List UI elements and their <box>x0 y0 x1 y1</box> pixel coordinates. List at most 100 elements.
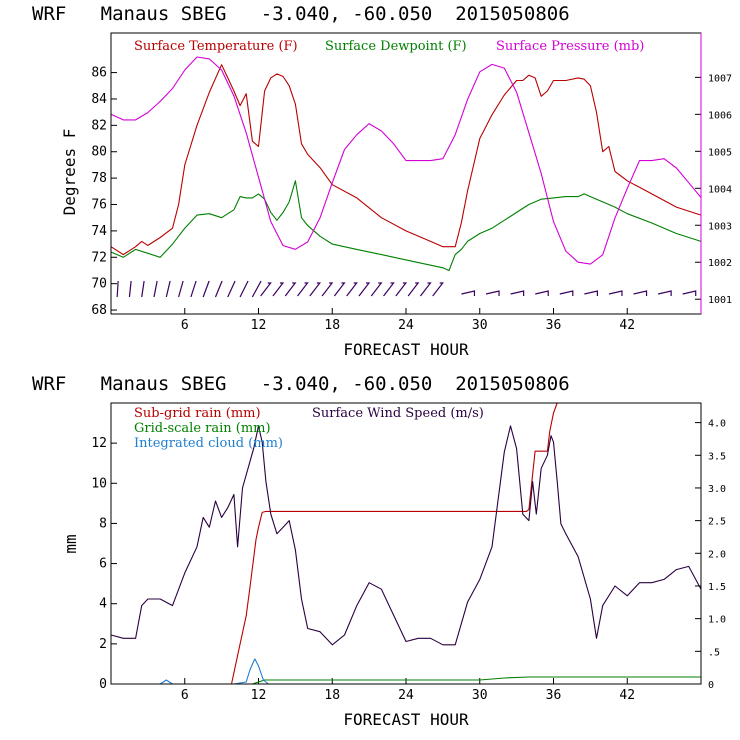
y-tick-label: 2 <box>99 637 107 652</box>
y-tick-label: 72 <box>91 250 107 265</box>
wind-barb <box>419 282 432 297</box>
y2-tick-label: 1004 <box>708 184 732 195</box>
wind-barb <box>309 282 322 297</box>
wind-barb <box>239 280 249 298</box>
top-plot-frame <box>110 32 702 315</box>
y-tick-label: 10 <box>91 476 107 491</box>
wind-barb <box>395 282 408 297</box>
y-tick-label: 6 <box>99 557 107 572</box>
bottom-plot: 6 12 18 24 30 36 420246810120.51.01.52.02.53.0… <box>91 402 726 703</box>
wind-barb <box>116 280 119 298</box>
wind-barb <box>559 290 574 296</box>
y2-tick-label: 2.0 <box>708 549 726 560</box>
x-tick-label: 36 <box>546 318 562 333</box>
top-plot: 6 12 18 24 30 36 42 68 70 72 74 76 78 80 82 84 86 1001 100… <box>91 56 732 333</box>
wind-barb <box>141 280 145 298</box>
y-tick-label: 0 <box>99 677 107 692</box>
wind-barb <box>272 282 285 297</box>
legend-surface-pressure: Surface Pressure (mb) <box>496 39 644 54</box>
series-line-sub-grid-rain-mm <box>111 402 701 685</box>
y2-tick-label: 1006 <box>708 110 732 121</box>
x-tick-label: 30 <box>472 318 488 333</box>
y2-tick-label: 4.0 <box>708 419 726 430</box>
y2-tick-label: 1003 <box>708 221 732 232</box>
wind-barb <box>178 280 184 298</box>
y2-tick-label: 1005 <box>708 147 732 158</box>
wind-barb <box>633 290 648 296</box>
bottom-x-axis-label: FORECAST HOUR <box>343 710 469 729</box>
top-x-axis-label: FORECAST HOUR <box>343 340 469 359</box>
y2-tick-label: 1.5 <box>708 582 726 593</box>
y-tick-label: 70 <box>91 277 107 292</box>
wind-barb <box>260 282 272 297</box>
x-tick-label: 12 <box>251 688 267 703</box>
wind-barb <box>461 290 476 296</box>
y-tick-label: 74 <box>91 224 107 239</box>
x-tick-label: 18 <box>324 318 340 333</box>
legend-integrated-cloud: Integrated cloud (mm) <box>134 436 283 451</box>
y2-tick-label: 3.5 <box>708 451 726 462</box>
y-tick-label: 12 <box>91 436 107 451</box>
y-tick-label: 76 <box>91 198 107 213</box>
wind-barb <box>190 280 197 298</box>
wind-barb <box>535 290 549 296</box>
series-line-surface-dewpoint-f <box>110 180 702 272</box>
x-tick-label: 18 <box>324 688 340 703</box>
wind-barb <box>485 290 500 296</box>
wind-barb <box>284 282 297 297</box>
series-line-surface-wind-speed-m-s <box>110 425 702 646</box>
y-tick-label: 4 <box>99 597 107 612</box>
legend-grid-scale-rain: Grid-scale rain (mm) <box>134 421 271 436</box>
wind-barb <box>657 290 672 296</box>
x-tick-label: 30 <box>472 688 488 703</box>
wind-barb <box>383 282 395 297</box>
legend-surface-wind-speed: Surface Wind Speed (m/s) <box>312 406 484 421</box>
x-tick-label: 6 <box>181 688 189 703</box>
y-tick-label: 78 <box>91 171 107 186</box>
wind-barb <box>333 282 346 297</box>
y2-tick-label: 2.5 <box>708 517 726 528</box>
y2-tick-label: .5 <box>708 647 720 658</box>
legend-surface-dewpoint: Surface Dewpoint (F) <box>325 39 467 54</box>
wind-barb <box>370 282 383 297</box>
y2-tick-label: 1002 <box>708 258 732 269</box>
wind-barb <box>321 282 334 297</box>
y2-tick-label: 3.0 <box>708 484 726 495</box>
legend-sub-grid-rain: Sub-grid rain (mm) <box>134 406 261 421</box>
wind-barb <box>297 282 309 297</box>
y-tick-label: 8 <box>99 516 107 531</box>
wind-barb <box>227 280 236 298</box>
wind-barb <box>608 290 623 296</box>
y2-tick-label: 1.0 <box>708 615 726 626</box>
top-y-axis-label: Degrees F <box>60 129 79 216</box>
wind-barb <box>510 290 525 296</box>
top-chart-title: WRF Manaus SBEG -3.040, -60.050 20150508… <box>32 3 570 25</box>
x-tick-label: 24 <box>398 688 414 703</box>
bottom-y-axis-label: mm <box>61 534 80 553</box>
y2-tick-label: 1007 <box>708 73 732 84</box>
series-line-surface-pressure-mb <box>110 56 702 265</box>
legend-surface-temperature: Surface Temperature (F) <box>134 39 298 54</box>
y2-tick-label: 0 <box>708 680 714 691</box>
y-tick-label: 80 <box>91 145 107 160</box>
x-tick-label: 24 <box>398 318 414 333</box>
x-tick-label: 42 <box>619 318 635 333</box>
wind-barb <box>432 282 444 297</box>
y2-tick-label: 1001 <box>708 295 732 306</box>
wind-barb <box>346 282 358 297</box>
wind-barb <box>251 280 262 298</box>
y-tick-label: 86 <box>91 66 107 81</box>
x-tick-label: 42 <box>619 688 635 703</box>
wind-barb <box>682 290 697 296</box>
y-tick-label: 84 <box>91 92 107 107</box>
wind-barb <box>584 290 598 296</box>
y-tick-label: 68 <box>91 303 107 318</box>
series-line-integrated-cloud-mm <box>111 658 701 685</box>
wind-barb <box>153 280 158 298</box>
x-tick-label: 12 <box>251 318 267 333</box>
wind-barb <box>407 282 420 297</box>
wind-barb <box>214 280 223 298</box>
wind-barb <box>128 280 132 298</box>
wind-barb <box>202 280 210 298</box>
